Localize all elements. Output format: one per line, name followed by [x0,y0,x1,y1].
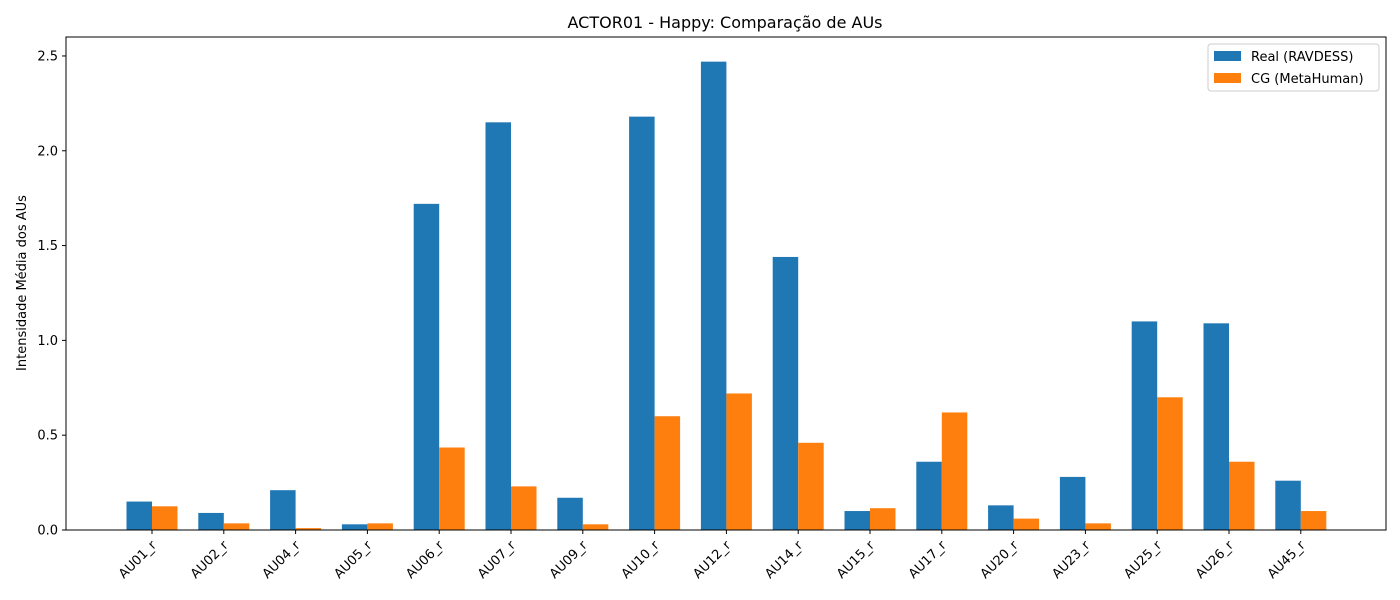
x-tick-label: AU09_r [547,538,591,582]
bar-cg-au10-r [654,416,681,530]
bar-cg-au14-r [798,442,824,530]
plot-area: 0.0 0.5 1.0 1.5 2.0 2.5 AU01_r AU02_r AU04_r AU05… [37,49,1327,582]
y-axis-title: Intensidade Média dos AUs [15,195,30,371]
bar-cg-au05-r [367,523,393,530]
bar-cg-au04-r [295,528,322,530]
legend-swatch-real [1214,51,1241,61]
x-tick-label: AU07_r [475,538,519,582]
bar-real-au09-r [557,497,583,530]
bar-cg-au17-r [941,412,968,530]
y-tick-label: 1.5 [37,239,58,254]
x-tick-label: AU17_r [906,538,950,582]
bar-cg-au12-r [726,393,752,530]
x-tick-label: AU06_r [403,538,447,582]
bar-real-au04-r [270,490,296,530]
bar-real-au06-r [413,203,440,530]
bar-cg-au23-r [1085,523,1111,530]
legend-label-real: Real (RAVDESS) [1251,50,1354,65]
bar-real-au02-r [198,512,224,530]
bar-real-au10-r [629,116,655,530]
x-tick-label: AU15_r [834,538,878,582]
legend: Real (RAVDESS) CG (MetaHuman) [1207,43,1380,92]
x-tick-label: AU10_r [619,538,663,582]
legend-frame [1207,43,1380,92]
bar-real-au20-r [988,505,1014,530]
bar-cg-au06-r [439,447,465,530]
bar-real-au26-r [1203,323,1229,530]
legend-swatch-cg [1214,73,1241,83]
bar-real-au15-r [844,511,870,530]
bar-real-au01-r [126,501,152,530]
x-tick-label: AU01_r [116,538,160,582]
x-tick-label: AU04_r [260,538,304,582]
bar-cg-au01-r [152,506,178,530]
y-tick-label: 0.0 [37,524,58,539]
bar-cg-au02-r [223,523,250,530]
bar-real-au05-r [341,524,368,530]
y-tick-label: 2.0 [37,144,58,159]
chart-title: ACTOR01 - Happy: Comparação de AUs [568,13,883,32]
bar-cg-au20-r [1013,518,1040,530]
x-tick-label: AU02_r [188,538,232,582]
bar-cg-au15-r [870,508,896,530]
y-tick-label: 0.5 [37,429,58,444]
bar-real-au14-r [772,256,799,530]
x-tick-label: AU25_r [1121,538,1165,582]
x-tick-label: AU05_r [332,538,376,582]
bar-real-au25-r [1131,321,1158,530]
bar-cg-au45-r [1300,511,1327,530]
y-tick-label: 1.0 [37,334,58,349]
x-tick-label: AU45_r [1265,538,1309,582]
plot-frame [65,36,1387,531]
bar-cg-au07-r [511,486,537,530]
legend-label-cg: CG (MetaHuman) [1251,72,1364,87]
x-tick-label: AU12_r [691,538,735,582]
y-tick-label: 2.5 [37,49,58,64]
bar-cg-au09-r [582,524,609,530]
bar-real-au17-r [916,461,942,530]
bar-real-au45-r [1275,480,1301,530]
x-tick-label: AU23_r [1050,538,1094,582]
bar-real-au23-r [1059,476,1086,530]
x-tick-label: AU14_r [762,538,806,582]
x-tick-label: AU20_r [978,538,1022,582]
x-tick-label: AU26_r [1193,538,1237,582]
bar-cg-au25-r [1157,397,1183,530]
bar-real-au12-r [700,61,727,531]
bar-cg-au26-r [1229,461,1255,530]
bar-real-au07-r [485,122,511,531]
